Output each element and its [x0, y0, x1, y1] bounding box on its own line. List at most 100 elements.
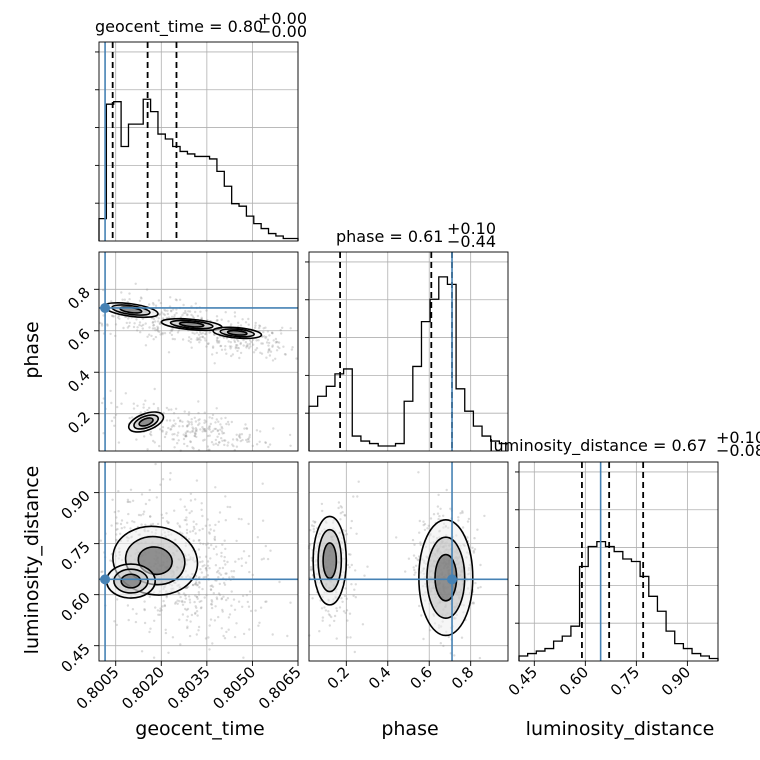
sample-point: [197, 337, 201, 341]
sample-point: [214, 442, 218, 445]
sample-point: [169, 428, 172, 431]
sample-point: [215, 319, 219, 322]
sample-point: [225, 572, 228, 575]
sample-point: [277, 341, 281, 344]
sample-point: [254, 348, 257, 352]
sample-point: [144, 523, 147, 526]
sample-point: [150, 334, 153, 338]
sample-point: [245, 427, 249, 430]
sample-point: [194, 302, 197, 305]
xtick-label-luminosity_distance-1: 0.60: [556, 663, 592, 699]
sample-point: [181, 425, 184, 428]
sample-point: [423, 528, 427, 532]
sample-point: [140, 650, 144, 653]
sample-point: [220, 417, 223, 420]
histogram-luminosity_distance: [518, 540, 719, 661]
sample-point: [227, 441, 230, 444]
sample-point: [472, 549, 475, 553]
sample-point: [236, 344, 239, 347]
sample-point: [192, 539, 195, 542]
sample-point: [189, 492, 193, 495]
sample-point: [321, 616, 325, 619]
sample-point: [278, 346, 281, 350]
sample-point: [201, 560, 204, 563]
sample-point: [235, 343, 238, 347]
sample-point: [179, 643, 182, 646]
sample-point: [195, 435, 198, 439]
sample-point: [220, 597, 224, 600]
sample-point: [193, 434, 196, 438]
sample-point: [184, 594, 187, 597]
grid-luminosity_distance: [519, 462, 718, 661]
density-level-2: [323, 542, 337, 579]
title-luminosity-distance: luminosity_distance = 0.67: [489, 436, 707, 456]
sample-point: [186, 607, 190, 611]
sample-point: [183, 442, 186, 446]
sample-point: [113, 510, 117, 514]
sample-point: [129, 488, 133, 491]
sample-point: [412, 554, 416, 557]
sample-point: [153, 387, 156, 391]
sample-point: [165, 406, 169, 410]
sample-point: [127, 317, 130, 320]
sample-point: [189, 440, 192, 443]
sample-point: [198, 576, 201, 579]
sample-point: [148, 498, 151, 502]
sample-point: [211, 353, 214, 356]
sample-point: [201, 430, 204, 433]
sample-point: [217, 432, 221, 436]
sample-point: [203, 596, 206, 599]
sample-point: [413, 568, 416, 572]
sample-point: [154, 329, 157, 332]
sample-point: [143, 621, 147, 625]
sample-point: [156, 320, 160, 323]
sample-point: [161, 426, 165, 429]
sample-point: [187, 411, 191, 414]
sample-point: [309, 565, 313, 569]
sample-point: [295, 357, 298, 360]
sample-point: [289, 601, 292, 604]
sample-point: [311, 597, 314, 600]
sample-point: [228, 576, 231, 579]
sample-point: [202, 439, 205, 442]
sample-point: [214, 605, 217, 608]
sample-point: [208, 531, 211, 534]
sample-point: [109, 332, 112, 336]
sample-point: [238, 435, 241, 438]
sample-point: [182, 592, 186, 595]
sample-point: [131, 499, 135, 502]
sample-point: [230, 570, 233, 573]
sample-point: [196, 338, 200, 341]
sample-point: [253, 326, 257, 329]
sample-point: [142, 406, 145, 409]
sample-point: [185, 430, 189, 433]
sample-point: [242, 338, 245, 342]
sample-point: [260, 558, 263, 561]
sample-point: [181, 532, 184, 535]
sample-point: [233, 635, 237, 639]
sample-point: [171, 424, 175, 427]
sample-point: [187, 585, 190, 588]
sample-point: [422, 520, 425, 523]
sample-point: [241, 594, 245, 598]
sample-point: [185, 508, 188, 512]
sample-point: [240, 557, 243, 560]
sample-point: [210, 584, 214, 587]
sample-point: [145, 288, 149, 291]
sample-point: [204, 567, 208, 570]
sample-point: [461, 510, 464, 513]
sample-point: [158, 313, 161, 316]
sample-point: [111, 315, 115, 318]
sample-point: [262, 330, 265, 334]
sample-point: [265, 356, 268, 359]
sample-point: [341, 510, 344, 514]
sample-point: [159, 322, 162, 325]
sample-point: [236, 349, 239, 353]
sample-point: [191, 331, 194, 335]
sample-point: [163, 435, 167, 439]
sample-point: [245, 438, 248, 442]
sample-point: [194, 432, 197, 436]
sample-point: [274, 337, 278, 341]
sample-point: [117, 490, 120, 493]
sample-point: [158, 313, 162, 316]
